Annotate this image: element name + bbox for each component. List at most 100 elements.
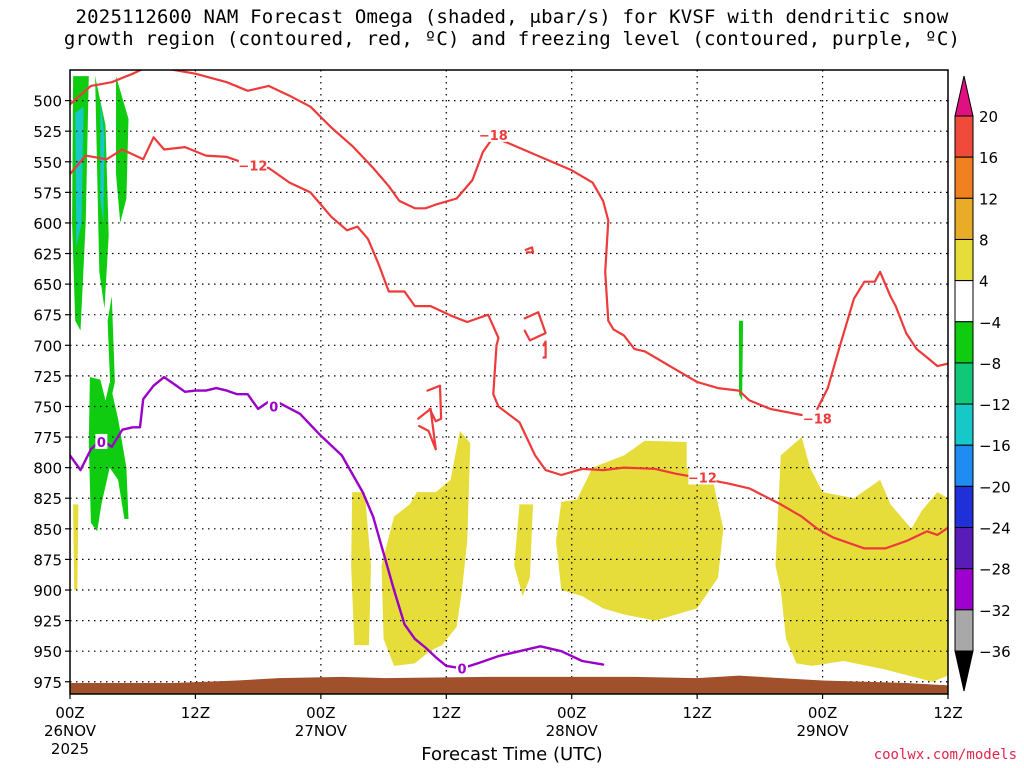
colorbar-swatch-2 [954, 197, 974, 240]
colorbar-swatch-7 [954, 403, 974, 446]
y-tick-label-875: 875 [33, 551, 62, 569]
dgz-contour-2 [816, 270, 948, 410]
x-tick-label-0: 00Z [55, 704, 84, 722]
x-tick-date-24: 27NOV [295, 722, 348, 740]
x-tick-date-0: 26NOV [44, 722, 97, 740]
title-line-2: growth region (contoured, red, ºC) and f… [63, 28, 961, 50]
x-tick-date-48: 28NOV [546, 722, 599, 740]
credit-text: coolwx.com/models [873, 747, 1017, 763]
x-axis-label: Forecast Time (UTC) [421, 744, 603, 765]
colorbar-label-2: 12 [979, 190, 998, 208]
colorbar-label-5: −4 [979, 314, 1001, 332]
colorbar: 20 16 12 8 4 −4 −8 −12 −16 −20 −24 −28 −32 −36 [954, 75, 1011, 692]
x-tick-label-48: 00Z [557, 704, 586, 722]
x-tick-label-24: 00Z [306, 704, 335, 722]
contour-label-bg-6 [803, 410, 832, 426]
y-tick-label-500: 500 [33, 93, 62, 111]
omega-region-10 [381, 430, 471, 666]
dgz-contour-0 [70, 136, 948, 550]
dgz-contour-5 [523, 311, 547, 342]
y-tick-label-525: 525 [33, 123, 62, 141]
x-tick-label-12: 12Z [181, 704, 210, 722]
contour-label-layer: −18 −12 0 0 0 −12 −18 [95, 126, 832, 677]
dgz-contour-7 [524, 246, 535, 254]
colorbar-label-7: −12 [979, 396, 1011, 414]
colorbar-swatch-0 [954, 115, 974, 158]
contour-label-bg-4 [455, 660, 468, 676]
contour-label-bg-1 [238, 157, 267, 173]
colorbar-swatch-1 [954, 156, 974, 199]
y-tick-label-775: 775 [33, 429, 62, 447]
contour-label-bg-5 [688, 469, 717, 485]
x-tick-label-84: 12Z [933, 704, 962, 722]
omega-region-9 [351, 492, 371, 646]
chart-title: 2025112600 NAM Forecast Omega (shaded, μ… [0, 6, 1024, 50]
contour-label-0: −18 [479, 129, 508, 144]
y-tick-label-825: 825 [33, 490, 62, 508]
colorbar-swatch-11 [954, 568, 974, 611]
title-line-1: 2025112600 NAM Forecast Omega (shaded, μ… [75, 6, 949, 28]
contour-label-5: −12 [688, 471, 717, 486]
axes-layer: 500 525 550 575 600 625 650 675 700 725 750 775 800 8… [33, 93, 962, 758]
y-tick-label-800: 800 [33, 460, 62, 478]
omega-region-8 [73, 504, 79, 590]
colorbar-label-11: −28 [979, 561, 1011, 579]
y-tick-label-750: 750 [33, 398, 62, 416]
dgz-contour-3 [426, 384, 443, 423]
omega-region-5 [88, 377, 129, 532]
y-tick-label-650: 650 [33, 276, 62, 294]
y-tick-label-975: 975 [33, 674, 62, 692]
omega-region-6 [107, 296, 115, 401]
y-tick-label-850: 850 [33, 521, 62, 539]
y-tick-label-575: 575 [33, 184, 62, 202]
colorbar-swatch-3 [954, 238, 974, 282]
contour-label-bg-2 [267, 398, 280, 414]
colorbar-label-4: 4 [979, 273, 989, 291]
x-tick-date-72: 29NOV [797, 722, 850, 740]
x-tick-label-36: 12Z [432, 704, 461, 722]
dgz-contour-6 [542, 340, 547, 359]
y-tick-label-950: 950 [33, 643, 62, 661]
colorbar-label-6: −8 [979, 355, 1001, 373]
omega-region-11 [514, 504, 533, 597]
colorbar-label-1: 16 [979, 149, 998, 167]
y-tick-label-700: 700 [33, 337, 62, 355]
colorbar-label-12: −32 [979, 602, 1011, 620]
colorbar-label-3: 8 [979, 231, 989, 249]
contour-label-1: −12 [238, 159, 267, 174]
y-tick-label-600: 600 [33, 215, 62, 233]
x-tick-label-72: 00Z [808, 704, 837, 722]
colorbar-label-8: −16 [979, 437, 1011, 455]
colorbar-label-13: −36 [979, 643, 1011, 661]
plot-frame [69, 69, 949, 695]
contour-label-2: 0 [269, 400, 278, 415]
colorbar-swatch-8 [954, 444, 974, 487]
omega-shading-layer [72, 76, 948, 682]
colorbar-swatch-12 [954, 609, 974, 652]
colorbar-top-arrow [954, 75, 974, 117]
omega-region-3 [75, 106, 84, 248]
colorbar-swatch-4 [954, 280, 974, 323]
colorbar-swatch-5 [954, 321, 974, 364]
y-tick-label-675: 675 [33, 307, 62, 325]
terrain-layer [70, 675, 948, 694]
contour-label-4: 0 [457, 662, 466, 677]
y-tick-label-550: 550 [33, 154, 62, 172]
contour-label-3: 0 [97, 436, 106, 451]
x-tick-year-0: 2025 [51, 740, 89, 758]
omega-region-12 [556, 440, 724, 621]
omega-region-7 [739, 320, 744, 401]
colorbar-label-10: −24 [979, 520, 1011, 538]
y-tick-label-725: 725 [33, 368, 62, 386]
y-tick-label-625: 625 [33, 246, 62, 264]
colorbar-swatch-6 [954, 362, 974, 405]
colorbar-swatch-9 [954, 485, 974, 529]
terrain-fill [70, 675, 948, 694]
dgz-contour-4 [417, 407, 437, 451]
colorbar-bottom-arrow [954, 650, 974, 692]
colorbar-label-9: −20 [979, 478, 1011, 496]
grid-layer [70, 70, 948, 694]
colorbar-label-0: 20 [979, 108, 998, 126]
dgz-contour-1 [70, 70, 803, 417]
